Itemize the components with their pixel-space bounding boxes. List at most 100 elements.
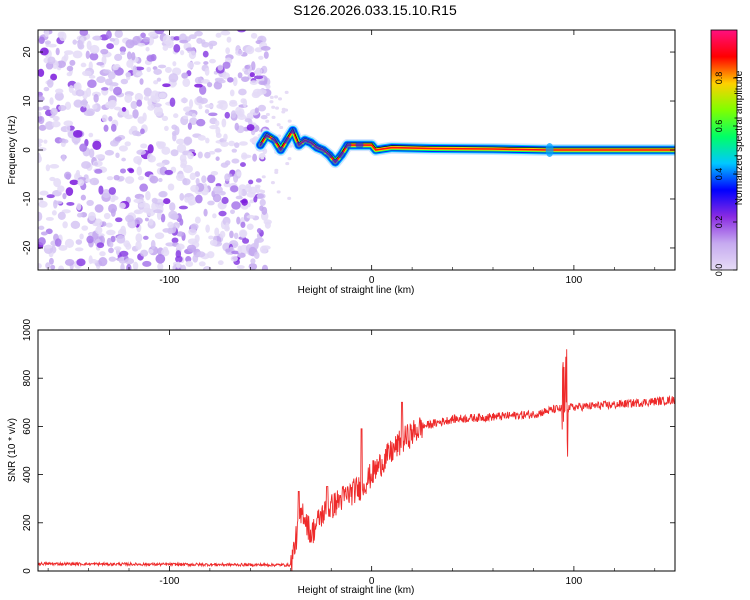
noise-blob [249, 80, 258, 85]
x-tick-label: -100 [159, 576, 179, 587]
noise-blob [101, 87, 109, 91]
noise-blob [228, 101, 238, 107]
noise-blob [136, 149, 147, 155]
noise-blob [169, 97, 176, 108]
noise-blob [260, 46, 271, 51]
noise-blob [147, 153, 154, 162]
noise-blob [199, 97, 208, 104]
noise-blob [201, 41, 210, 48]
noise-blob [235, 49, 244, 56]
noise-blob [110, 235, 116, 243]
noise-blob [196, 118, 206, 127]
noise-blob [235, 106, 242, 115]
snr-series-line [38, 349, 675, 571]
spectrogram-x-label: Height of straight line (km) [298, 285, 415, 296]
noise-blob [253, 240, 259, 249]
noise-blob [109, 85, 114, 92]
noise-blob [236, 265, 245, 270]
noise-blob [130, 100, 138, 110]
snr-frame [37, 329, 676, 572]
noise-blob [139, 78, 144, 85]
noise-blob [276, 190, 281, 194]
noise-blob [106, 176, 114, 181]
noise-blob [194, 76, 203, 84]
noise-blob [254, 107, 259, 114]
noise-blob [175, 138, 185, 145]
noise-blob [181, 72, 189, 79]
noise-blob [187, 152, 194, 160]
noise-blob [185, 260, 194, 267]
noise-blob [125, 39, 135, 49]
noise-blob [212, 193, 222, 203]
noise-blob [206, 82, 213, 88]
noise-blob [207, 200, 215, 206]
noise-blob [39, 196, 44, 204]
noise-blob [171, 237, 179, 244]
noise-blob [103, 212, 111, 220]
noise-blob [220, 141, 229, 147]
noise-blob [57, 185, 65, 193]
noise-blob [147, 98, 153, 106]
noise-blob [106, 229, 116, 236]
noise-blob [38, 153, 42, 163]
noise-blob [134, 92, 144, 102]
noise-blob [236, 171, 242, 177]
noise-blob [81, 98, 88, 108]
noise-blob [169, 202, 176, 212]
noise-blob [276, 123, 281, 127]
noise-blob [176, 231, 185, 237]
noise-blob [175, 173, 185, 182]
noise-blob [43, 245, 53, 249]
noise-blob [38, 124, 47, 131]
noise-blob [120, 168, 127, 174]
noise-blob [265, 112, 270, 117]
noise-blob [190, 223, 199, 230]
noise-blob [96, 76, 106, 84]
noise-blob [248, 179, 254, 185]
noise-blob [38, 143, 42, 148]
y-tick-label: 600 [22, 418, 33, 435]
ridge-blob [270, 136, 279, 144]
noise-blob [108, 116, 113, 122]
noise-blob [42, 105, 50, 111]
noise-blob [156, 162, 166, 167]
noise-blob [148, 31, 158, 37]
noise-blob [241, 205, 249, 210]
noise-blob [43, 86, 50, 92]
noise-blob [255, 67, 263, 76]
noise-blob [77, 40, 84, 49]
noise-blob [63, 50, 74, 55]
noise-blob [113, 174, 120, 181]
noise-blob [142, 235, 149, 240]
noise-blob [120, 225, 127, 236]
noise-blob [263, 51, 269, 59]
noise-blob [231, 148, 238, 153]
noise-blob [108, 247, 114, 254]
noise-blob [222, 72, 230, 80]
noise-blob [215, 132, 222, 138]
noise-blob [120, 263, 125, 270]
noise-blob [114, 53, 123, 62]
ridge-blob [288, 126, 297, 134]
noise-blob [134, 209, 141, 214]
noise-blob [172, 61, 177, 67]
x-tick-label: 100 [566, 576, 583, 587]
noise-blob [185, 47, 196, 52]
noise-blob [101, 189, 111, 199]
noise-blob [217, 100, 227, 105]
noise-blob [124, 114, 134, 120]
colorbar-tick-label: 0.0 [714, 264, 724, 277]
noise-blob [43, 139, 48, 144]
noise-blob [113, 106, 122, 111]
noise-blob [38, 237, 46, 246]
noise-blob [74, 247, 84, 252]
noise-blob [231, 201, 241, 210]
ridge-blob [331, 158, 340, 166]
noise-blob [213, 81, 223, 90]
noise-blob [217, 79, 226, 84]
noise-blob [140, 249, 149, 257]
noise-blob [257, 104, 266, 112]
noise-blob [274, 95, 279, 99]
noise-blob [167, 221, 174, 229]
